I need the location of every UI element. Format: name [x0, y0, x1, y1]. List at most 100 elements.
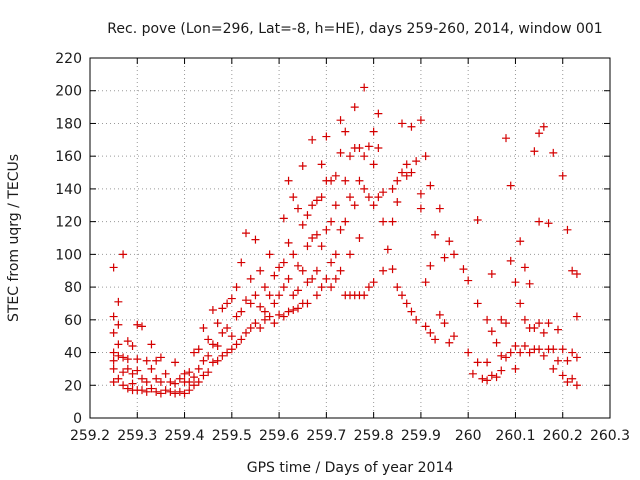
axis-ticks: 259.2 259.3 259.4 259.5 259.6 259.7 259.8 259.9… — [55, 51, 630, 444]
data-point — [416, 189, 425, 198]
data-point — [138, 322, 146, 331]
data-point — [355, 234, 364, 242]
data-point — [242, 229, 250, 238]
data-point — [487, 371, 496, 380]
data-point — [497, 315, 506, 324]
data-point — [525, 279, 534, 288]
data-point — [520, 315, 529, 324]
data-point — [270, 319, 279, 328]
data-point — [402, 171, 411, 180]
data-point — [289, 306, 298, 314]
data-point — [379, 266, 388, 275]
x-tick-label: 259.8 — [354, 428, 394, 444]
data-point — [350, 103, 359, 112]
data-point — [180, 369, 189, 378]
data-point — [539, 122, 548, 131]
data-point — [171, 358, 180, 367]
data-point — [289, 250, 298, 259]
data-point — [327, 217, 336, 226]
data-point — [549, 148, 558, 157]
data-point — [275, 310, 284, 319]
data-point — [360, 291, 369, 300]
data-point — [478, 374, 487, 383]
data-point — [294, 304, 302, 313]
data-point — [331, 274, 340, 283]
data-point — [232, 312, 241, 321]
data-point — [568, 266, 577, 275]
data-point — [374, 193, 383, 202]
data-point — [364, 193, 373, 202]
data-point — [114, 351, 123, 360]
data-point — [175, 387, 184, 396]
data-point — [473, 299, 482, 308]
data-point — [369, 127, 378, 136]
data-point — [152, 356, 161, 365]
data-point — [223, 324, 232, 332]
data-point — [407, 122, 416, 131]
data-point — [142, 356, 151, 365]
data-point — [407, 168, 416, 177]
data-point — [119, 250, 128, 259]
data-point — [133, 355, 142, 364]
data-point — [199, 356, 208, 365]
data-point — [563, 225, 572, 234]
data-point — [558, 171, 567, 180]
y-tick-label: 140 — [55, 182, 82, 198]
data-point — [279, 283, 288, 292]
x-tick-label: 259.2 — [70, 428, 110, 444]
data-point — [331, 201, 340, 210]
data-point — [346, 152, 354, 161]
data-point — [360, 83, 369, 92]
data-point — [128, 342, 137, 350]
data-point — [530, 147, 539, 156]
data-point — [142, 387, 151, 396]
data-point — [554, 325, 562, 334]
data-point — [308, 234, 317, 242]
data-point — [161, 386, 170, 395]
data-point — [308, 135, 317, 144]
y-tick-label: 160 — [55, 149, 82, 165]
data-point — [218, 328, 227, 337]
data-point — [166, 387, 175, 396]
data-point — [398, 119, 406, 128]
data-point — [502, 134, 510, 143]
data-point — [506, 256, 515, 265]
data-point — [450, 250, 458, 259]
data-point — [402, 299, 411, 308]
data-point — [109, 263, 118, 272]
data-point — [147, 364, 156, 373]
data-point — [506, 348, 515, 357]
x-tick-label: 260.3 — [590, 428, 630, 444]
data-point — [483, 376, 492, 385]
data-point — [114, 340, 123, 349]
data-point — [388, 265, 397, 274]
data-point — [374, 144, 383, 152]
y-tick-label: 220 — [55, 51, 82, 67]
data-point — [180, 389, 189, 398]
data-point — [114, 297, 123, 306]
data-point — [554, 356, 562, 365]
data-point — [308, 201, 317, 210]
data-point — [246, 299, 255, 308]
data-point — [364, 142, 373, 151]
data-point — [341, 127, 350, 136]
data-point — [119, 381, 128, 390]
data-point — [379, 188, 388, 197]
data-point — [213, 319, 222, 328]
data-point — [312, 266, 321, 275]
data-point — [284, 176, 293, 185]
data-point — [232, 283, 241, 292]
data-point — [232, 340, 241, 349]
data-point — [156, 389, 165, 398]
data-point — [336, 266, 345, 275]
data-point — [208, 340, 217, 349]
data-point — [279, 214, 288, 223]
data-point — [450, 332, 458, 341]
data-point — [322, 274, 331, 283]
data-point — [502, 353, 510, 362]
data-point — [237, 307, 246, 316]
data-point — [251, 291, 260, 300]
data-point — [511, 364, 520, 373]
data-point — [109, 378, 118, 386]
